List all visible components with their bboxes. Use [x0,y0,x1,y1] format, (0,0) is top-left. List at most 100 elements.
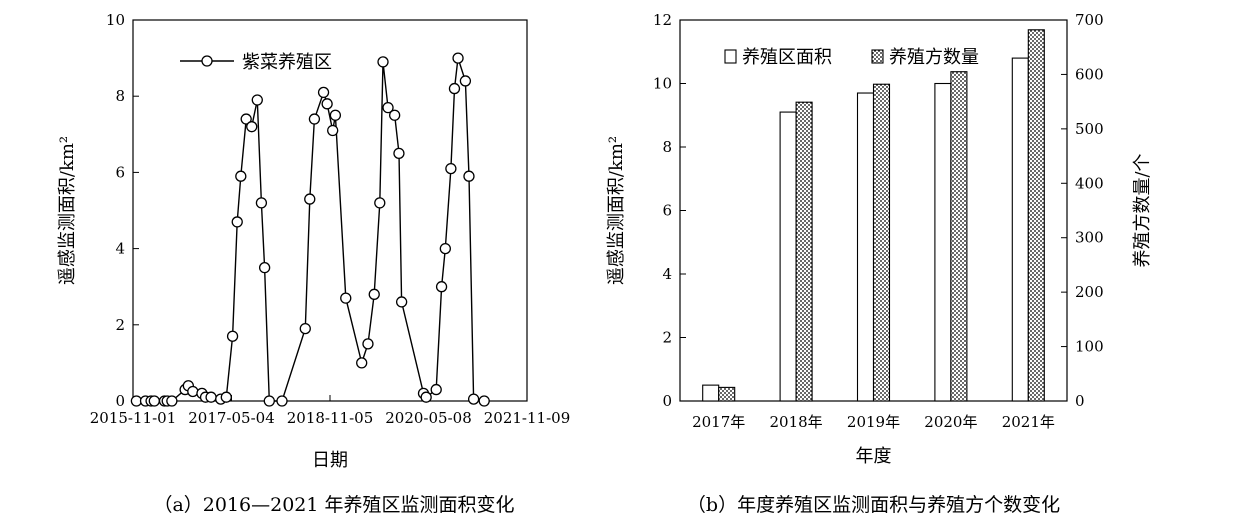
chart-a-data-point [445,162,457,175]
chart-a-data-point [263,395,275,407]
legend-swatch-count [871,49,884,64]
chart-a-data-point [478,395,490,407]
chart-a-data-point [362,338,374,350]
chart-a-data-point [235,170,247,182]
chart-a-x-tick-label: 2021-11-09 [484,409,570,427]
chart-b-caption: （b）年度养殖区监测面积与养殖方个数变化 [687,494,1060,516]
chart-a-data-point [377,56,389,68]
chart-a-data-point [231,216,243,228]
chart-b-right-tick-label: 100 [1075,338,1104,356]
chart-b-left-tick-label: 10 [653,75,672,93]
legend-label-laver-farming: 紫菜养殖区 [242,51,332,73]
chart-a-data-point [420,391,432,403]
chart-b-left-tick-label: 2 [662,329,672,347]
chart-a-x-tick-label: 2020-05-08 [385,409,471,427]
chart-a-data-point [321,98,333,110]
chart-a-data-point [308,113,321,125]
chart-a-legend: 紫菜养殖区 [180,51,332,73]
chart-a-data-point [382,101,394,114]
chart-a-data-point [448,82,461,95]
chart-b-left-y-axis-label: 遥感监测面积/km² [606,136,627,285]
chart-a-data-point [368,288,380,300]
chart-b-right-tick-label: 600 [1075,65,1104,83]
chart-a-data-point [251,94,263,106]
chart-a-data-point [463,170,475,182]
bar-area [1011,57,1029,402]
chart-a-data-point [395,296,408,308]
bar-count [872,83,891,402]
chart-b-legend: 养殖区面积 养殖方数量 [724,46,979,68]
chart-a-data-point [452,52,464,64]
chart-b-x-tick-label: 2017年 [692,413,745,431]
legend-swatch-area [724,49,737,64]
chart-a-data-point [226,330,239,342]
chart-a-data-point [220,391,232,403]
chart-a-data-point [240,113,252,125]
chart-a-data-point [374,197,386,209]
chart-b-left-tick-label: 12 [653,11,672,29]
chart-a-x-axis-label: 日期 [312,450,348,471]
bar-count [950,71,968,402]
chart-a-data-point [467,393,480,405]
bar-area [856,92,875,402]
chart-b-right-tick-label: 300 [1075,229,1104,247]
chart-a-y-tick-label: 2 [115,316,125,334]
bar-count [718,386,736,402]
chart-b-left-tick-label: 0 [662,392,672,410]
chart-a-data-point [187,385,199,398]
chart-a-data-point [205,391,217,403]
chart-a-data-point [317,86,330,99]
chart-a-data-point [340,292,352,304]
chart-b-x-tick-label: 2018年 [770,413,823,431]
series-line-laver-farming [136,57,485,402]
chart-b-right-y-axis-label: 养殖方数量/个 [1131,153,1153,267]
chart-b-x-tick-label: 2021年 [1002,413,1055,431]
chart-b-left-tick-label: 4 [662,265,672,283]
bar-area [934,82,952,402]
chart-a-data-point [327,124,339,137]
chart-a-data-point [148,395,160,407]
chart-a-y-axis-label: 遥感监测面积/km² [57,136,78,285]
chart-a-y-tick-label: 10 [106,11,125,29]
chart-a-data-point [459,75,472,87]
chart-b-left-tick-label: 6 [662,202,672,220]
chart-a-y-tick-label: 0 [115,392,125,410]
chart-b-right-tick-label: 700 [1075,11,1104,29]
chart-a-x-tick-label: 2015-11-01 [90,409,176,427]
chart-b-area-and-count: 0 2 4 6 8 10 12 0 100 200 300 400 500 600 700 2017年 20… [606,11,1153,516]
bar-area [779,111,797,402]
chart-a-data-point [356,357,368,369]
chart-b-right-tick-label: 500 [1075,120,1104,138]
bar-count [1027,29,1045,402]
chart-a-caption: （a）2016—2021 年养殖区监测面积变化 [153,494,514,516]
chart-a-data-point [255,197,268,209]
chart-a-x-tick-label: 2017-05-04 [188,409,274,427]
chart-b-x-tick-label: 2020年 [924,413,977,431]
chart-a-data-point [166,395,178,407]
chart-a-data-point [329,109,342,121]
legend-label-count: 养殖方数量 [889,46,979,68]
chart-a-data-point [393,147,405,160]
chart-a-data-point [430,383,442,396]
chart-a-data-point [304,193,316,205]
chart-a-y-tick-label: 8 [115,87,125,105]
chart-a-y-tick-label: 4 [115,240,125,258]
chart-b-right-tick-label: 200 [1075,283,1104,301]
chart-a-area-change: 0 2 4 6 8 10 2015-11-01 2017-05-04 2018-11-05 20… [57,11,570,516]
chart-a-data-point [435,281,448,293]
legend-label-area: 养殖区面积 [742,46,832,68]
chart-a-x-tick-label: 2018-11-05 [287,409,373,427]
bar-count [795,101,813,402]
chart-a-y-tick-label: 6 [115,163,125,181]
chart-b-left-tick-label: 8 [662,138,672,156]
chart-b-right-tick-label: 400 [1075,174,1104,192]
chart-a-data-point [439,242,451,255]
legend-marker-sample [201,55,213,67]
chart-a-data-point [299,322,311,335]
chart-b-x-tick-label: 2019年 [847,413,900,431]
chart-a-data-point [389,109,401,121]
chart-b-right-tick-label: 0 [1075,392,1085,410]
chart-b-x-axis-label: 年度 [856,446,892,467]
